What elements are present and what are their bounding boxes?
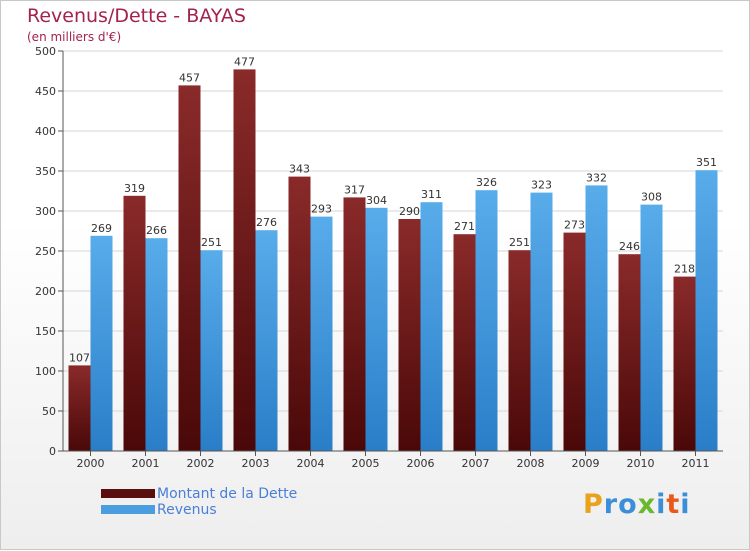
- bar-debt: [563, 232, 586, 451]
- x-tick-label: 2002: [187, 457, 215, 470]
- data-label: 326: [476, 176, 497, 189]
- data-label: 269: [91, 222, 112, 235]
- bar-debt: [618, 254, 641, 451]
- data-label: 317: [344, 183, 365, 196]
- bar-debt: [398, 219, 421, 451]
- data-label: 251: [509, 236, 530, 249]
- data-label: 457: [179, 71, 200, 84]
- y-tick-label: 450: [35, 85, 56, 98]
- chart-subtitle: (en milliers d'€): [27, 30, 122, 44]
- y-tick-label: 100: [35, 365, 56, 378]
- y-tick-label: 150: [35, 325, 56, 338]
- proxiti-logo: Proxiti: [583, 489, 691, 520]
- y-tick-label: 300: [35, 205, 56, 218]
- x-tick-label: 2007: [462, 457, 490, 470]
- y-tick-label: 400: [35, 125, 56, 138]
- bar-revenue: [420, 202, 443, 451]
- legend-swatch-debt: [101, 489, 155, 498]
- bar-debt: [288, 176, 311, 451]
- data-label: 343: [289, 163, 310, 176]
- bar-debt: [233, 69, 256, 452]
- x-tick-label: 2011: [682, 457, 710, 470]
- x-tick-label: 2001: [132, 457, 160, 470]
- x-tick-label: 2006: [407, 457, 435, 470]
- x-tick-label: 2003: [242, 457, 270, 470]
- data-label: 319: [124, 182, 145, 195]
- y-tick-label: 200: [35, 285, 56, 298]
- bar-debt: [453, 234, 476, 451]
- data-label: 273: [564, 219, 585, 232]
- legend-swatch-revenue: [101, 505, 155, 514]
- bar-revenue: [145, 238, 168, 451]
- logo-letter: t: [666, 489, 681, 520]
- y-tick-label: 0: [49, 445, 56, 458]
- legend-label-debt: Montant de la Dette: [157, 486, 298, 502]
- legend-label-revenue: Revenus: [157, 502, 217, 518]
- bar-revenue: [365, 207, 388, 451]
- y-tick-label: 350: [35, 165, 56, 178]
- x-tick-label: 2008: [517, 457, 545, 470]
- bar-debt: [123, 195, 146, 451]
- logo-letter: r: [603, 489, 619, 520]
- bar-revenue: [255, 230, 278, 451]
- data-label: 332: [586, 171, 607, 184]
- bar-debt: [508, 250, 531, 451]
- data-label: 251: [201, 236, 222, 249]
- data-label: 323: [531, 179, 552, 192]
- y-tick-label: 250: [35, 245, 56, 258]
- data-label: 246: [619, 240, 640, 253]
- data-label: 351: [696, 156, 717, 169]
- logo-letter: o: [618, 489, 638, 520]
- bar-revenue: [530, 192, 553, 451]
- bar-revenue: [475, 190, 498, 451]
- bar-revenue: [695, 170, 718, 451]
- data-label: 266: [146, 224, 167, 237]
- logo-letter: i: [656, 489, 667, 520]
- bar-debt: [673, 276, 696, 451]
- data-label: 107: [69, 351, 90, 364]
- bar-revenue: [585, 185, 608, 451]
- bar-revenue: [310, 216, 333, 451]
- data-label: 218: [674, 263, 695, 276]
- data-label: 304: [366, 194, 387, 207]
- bar-debt: [68, 365, 91, 451]
- y-tick-label: 500: [35, 45, 56, 58]
- data-label: 311: [421, 188, 442, 201]
- chart-title: Revenus/Dette - BAYAS: [27, 5, 246, 27]
- bar-revenue: [640, 204, 663, 451]
- logo-letter: x: [637, 489, 657, 520]
- logo-letter: P: [583, 489, 604, 520]
- bar-debt: [178, 85, 201, 452]
- data-label: 308: [641, 191, 662, 204]
- data-label: 477: [234, 55, 255, 68]
- bar-revenue: [90, 235, 113, 451]
- x-tick-label: 2004: [297, 457, 325, 470]
- x-tick-label: 2009: [572, 457, 600, 470]
- y-tick-label: 50: [42, 405, 56, 418]
- x-tick-label: 2010: [627, 457, 655, 470]
- data-label: 271: [454, 220, 475, 233]
- data-label: 290: [399, 205, 420, 218]
- data-label: 293: [311, 203, 332, 216]
- logo-letter: i: [680, 489, 691, 520]
- bar-revenue: [200, 250, 223, 451]
- bar-debt: [343, 197, 366, 451]
- x-tick-label: 2005: [352, 457, 380, 470]
- data-label: 276: [256, 216, 277, 229]
- x-tick-label: 2000: [77, 457, 105, 470]
